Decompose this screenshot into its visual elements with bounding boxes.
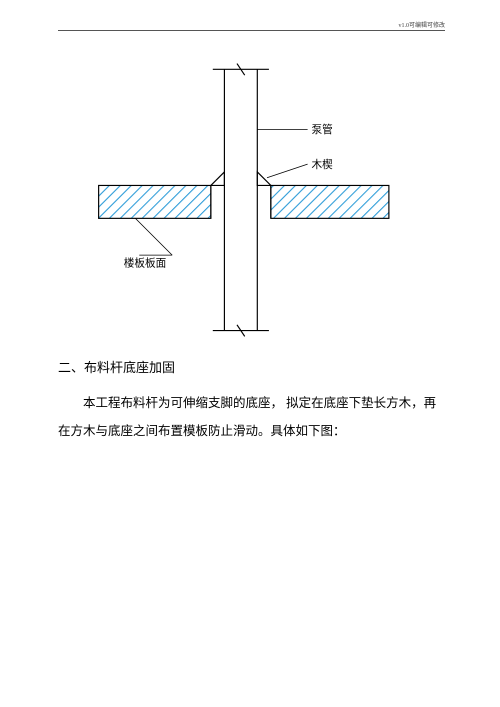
svg-text:木楔: 木楔 — [311, 159, 333, 171]
svg-text:泵管: 泵管 — [311, 123, 332, 136]
svg-text:楼板板面: 楼板板面 — [124, 257, 167, 270]
body-paragraph: 本工程布料杆为可伸缩支脚的底座， 拟定在底座下垫长方木，再在方木与底座之间布置模… — [58, 390, 445, 445]
section-diagram: 泵管木楔楼板板面 — [58, 50, 445, 340]
header-right: v1.0可编辑可修改 — [398, 20, 445, 29]
section-title: 二、布料杆底座加固 — [58, 357, 445, 376]
header-rule — [58, 30, 445, 31]
